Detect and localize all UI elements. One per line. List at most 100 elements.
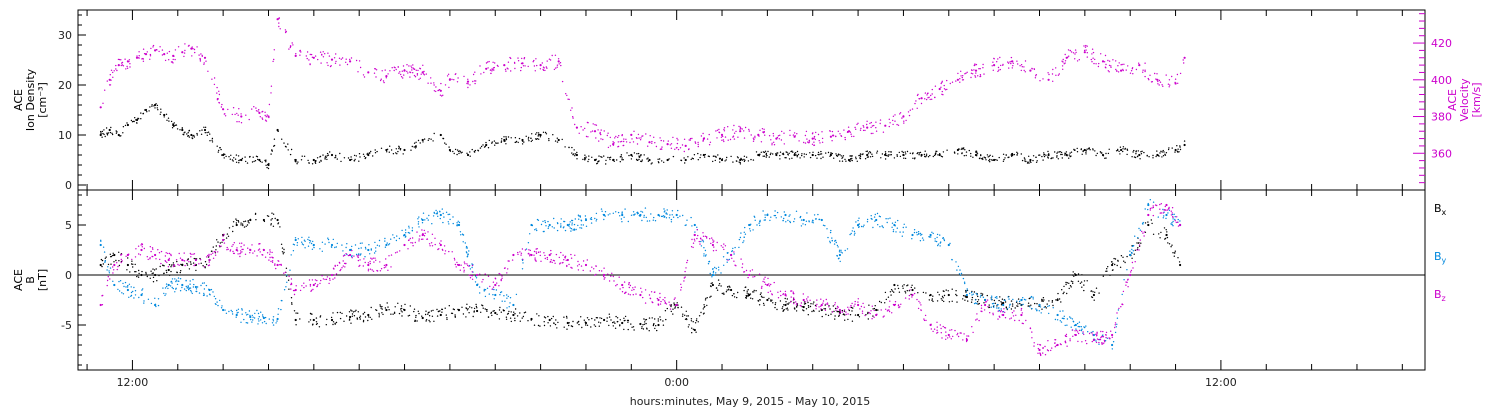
data-point <box>929 98 931 101</box>
data-point <box>931 298 933 300</box>
data-point <box>1165 229 1167 231</box>
data-point <box>511 259 514 261</box>
data-point <box>766 213 769 215</box>
data-point <box>106 269 108 271</box>
data-point <box>1122 69 1124 72</box>
data-point <box>401 311 403 313</box>
data-point <box>726 258 728 261</box>
data-point <box>868 304 870 306</box>
data-point <box>1107 266 1109 268</box>
data-point <box>384 246 387 248</box>
data-point <box>212 252 214 254</box>
data-point <box>866 126 869 129</box>
data-point <box>998 156 1000 159</box>
data-point <box>270 219 272 221</box>
data-point <box>1083 148 1086 152</box>
data-point <box>857 313 860 317</box>
data-point <box>206 131 208 134</box>
data-point <box>721 139 723 141</box>
data-point <box>544 131 547 134</box>
data-point <box>560 64 562 67</box>
data-point <box>839 311 842 313</box>
data-point <box>677 209 679 212</box>
data-point <box>686 315 688 317</box>
data-point <box>335 321 338 324</box>
data-point <box>738 246 740 249</box>
data-point <box>149 246 151 248</box>
data-point <box>1158 84 1160 86</box>
data-point <box>739 126 741 128</box>
data-point <box>1162 85 1164 88</box>
data-point <box>1029 160 1031 163</box>
data-point <box>955 293 957 296</box>
data-point <box>788 152 790 154</box>
data-point <box>1051 73 1054 75</box>
data-point <box>980 307 983 309</box>
data-point <box>193 257 195 260</box>
data-point <box>1001 298 1004 300</box>
data-point <box>372 155 374 157</box>
data-point <box>987 306 989 308</box>
data-point <box>609 145 612 147</box>
data-point <box>100 132 102 134</box>
data-point <box>381 305 383 308</box>
data-point <box>709 272 711 275</box>
data-point <box>493 66 495 69</box>
data-point <box>571 107 573 109</box>
data-point <box>507 312 510 315</box>
data-point <box>582 158 584 161</box>
data-point <box>466 80 470 83</box>
data-point <box>943 239 946 242</box>
data-point <box>763 281 766 283</box>
data-point <box>776 136 779 139</box>
data-point <box>838 315 840 317</box>
data-point <box>268 162 270 165</box>
data-point <box>275 267 277 270</box>
data-point <box>314 160 317 162</box>
data-point <box>315 317 318 319</box>
data-point <box>789 129 791 132</box>
data-point <box>428 243 431 245</box>
data-point <box>963 155 965 157</box>
data-point <box>956 294 958 297</box>
data-point <box>829 130 831 132</box>
data-point <box>664 302 666 305</box>
data-point <box>1147 221 1149 223</box>
data-point <box>454 263 457 266</box>
data-point <box>635 137 638 139</box>
data-point <box>194 51 196 54</box>
data-point <box>727 288 730 290</box>
data-point <box>175 124 178 126</box>
data-point <box>968 149 970 152</box>
data-point <box>1179 263 1182 267</box>
data-point <box>159 265 161 268</box>
data-point <box>175 279 178 281</box>
data-point <box>1054 339 1057 341</box>
data-point <box>940 155 943 157</box>
data-point <box>659 296 661 299</box>
data-point <box>418 240 420 242</box>
data-point <box>957 72 959 75</box>
data-point <box>456 222 458 224</box>
y-axis-label: ACEVelocity[km/s] <box>1446 78 1483 122</box>
data-point <box>783 217 785 220</box>
data-point <box>1131 261 1134 264</box>
data-point <box>422 141 424 143</box>
data-point <box>657 320 659 322</box>
data-point <box>321 275 323 277</box>
data-point <box>1101 152 1103 154</box>
data-point <box>770 299 772 301</box>
data-point <box>566 317 568 319</box>
data-point <box>946 79 948 82</box>
data-point <box>1083 326 1085 328</box>
data-point <box>221 305 223 307</box>
data-point <box>407 72 409 74</box>
data-point <box>983 156 985 158</box>
data-point <box>728 258 730 261</box>
data-point <box>776 308 778 311</box>
data-point <box>796 150 799 153</box>
data-point <box>1088 332 1091 335</box>
data-point <box>126 65 128 68</box>
data-point <box>163 53 166 56</box>
data-point <box>784 297 786 300</box>
